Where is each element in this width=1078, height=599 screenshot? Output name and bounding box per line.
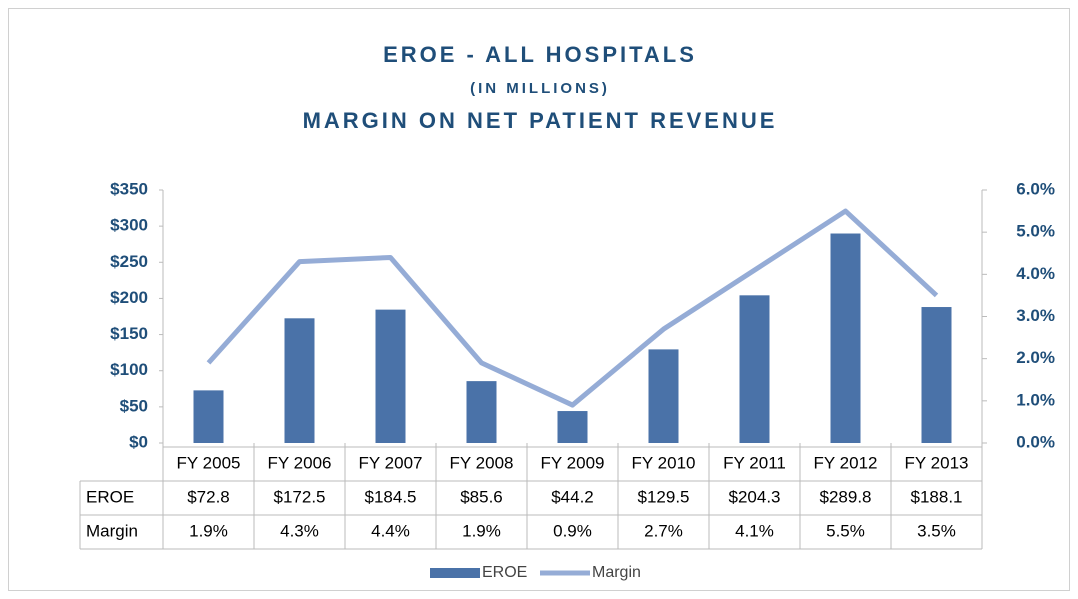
table-row-label: Margin [86,521,138,540]
y2-tick-label: 1.0% [1016,390,1055,409]
data-label: 4.1% [735,521,774,540]
data-label: $129.5 [638,487,690,506]
y2-tick-label: 0.0% [1016,432,1055,451]
bar [193,390,224,443]
y-tick-label: $50 [120,396,148,415]
bar [284,318,315,443]
legend-label: EROE [482,564,527,581]
x-tick-label: FY 2005 [177,453,241,472]
y-tick-label: $300 [110,216,148,235]
bar [557,411,588,443]
data-label: 4.3% [280,521,319,540]
x-tick-label: FY 2007 [359,453,423,472]
y2-tick-label: 4.0% [1016,264,1055,283]
x-tick-label: FY 2011 [723,453,786,472]
y-tick-label: $0 [129,432,148,451]
y-tick-label: $350 [110,179,148,198]
y2-tick-label: 6.0% [1016,179,1055,198]
legend-swatch [430,568,480,578]
data-label: $289.8 [820,487,872,506]
y2-tick-label: 2.0% [1016,348,1055,367]
data-label: 5.5% [826,521,865,540]
bar [830,233,861,443]
data-label: $172.5 [274,487,326,506]
bar [375,309,406,443]
y2-tick-label: 3.0% [1016,306,1055,325]
x-tick-label: FY 2009 [541,453,605,472]
x-tick-label: FY 2012 [814,453,878,472]
data-label: 4.4% [371,521,410,540]
data-label: $184.5 [365,487,417,506]
y-tick-label: $250 [110,252,148,271]
y-tick-label: $200 [110,288,148,307]
data-label: 3.5% [917,521,956,540]
data-label: 1.9% [189,521,228,540]
data-label: $44.2 [551,487,594,506]
data-label: 0.9% [553,521,592,540]
x-tick-label: FY 2013 [905,453,969,472]
data-label: 2.7% [644,521,683,540]
data-label: 1.9% [462,521,501,540]
data-label: $188.1 [911,487,963,506]
x-tick-label: FY 2008 [450,453,514,472]
y-tick-label: $100 [110,360,148,379]
y2-tick-label: 5.0% [1016,222,1055,241]
chart-title: EROE - ALL HOSPITALS [383,42,697,67]
x-tick-label: FY 2006 [268,453,332,472]
legend-label: Margin [592,564,641,581]
chart-subtitle: MARGIN ON NET PATIENT REVENUE [303,108,778,133]
line [206,208,939,408]
bar [648,349,679,443]
data-label: $85.6 [460,487,503,506]
bar [921,307,952,443]
chart-subtitle: (IN MILLIONS) [470,80,610,97]
data-label: $72.8 [187,487,230,506]
y-tick-label: $150 [110,324,148,343]
chart-border [8,8,1070,591]
bar [466,381,497,443]
data-label: $204.3 [729,487,781,506]
table-row-label: EROE [86,487,134,506]
bar [739,295,770,443]
x-tick-label: FY 2010 [632,453,696,472]
